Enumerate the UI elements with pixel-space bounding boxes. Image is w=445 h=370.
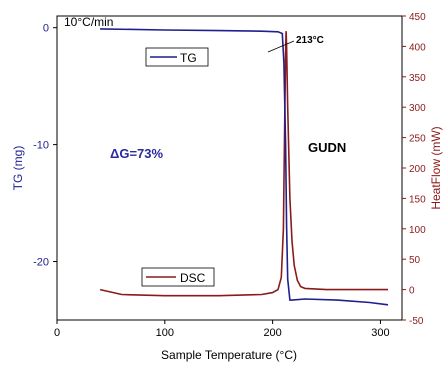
y-right-tick-label: 150 bbox=[409, 194, 426, 205]
x-axis-title: Sample Temperature (°C) bbox=[161, 348, 297, 362]
y-right-tick-label: 300 bbox=[409, 103, 426, 114]
y-right-axis-title: HeatFlow (mW) bbox=[429, 126, 443, 209]
y-right-tick-label: 400 bbox=[409, 42, 426, 53]
y-right-tick-label: 200 bbox=[409, 164, 426, 175]
rate-annotation: 10°C/min bbox=[64, 15, 113, 29]
series-dsc-line bbox=[99, 31, 388, 297]
y-right-tick-label: 50 bbox=[409, 255, 421, 266]
y-right-tick-label: 0 bbox=[409, 286, 415, 297]
x-axis-ticks: 0 100 200 300 bbox=[54, 320, 390, 339]
sample-label: GUDN bbox=[308, 140, 346, 155]
y-right-tick-label: 450 bbox=[409, 12, 426, 23]
y-right-axis-ticks: -50 0 50 100 150 200 250 300 350 400 450 bbox=[402, 12, 426, 327]
legend-tg: TG bbox=[145, 47, 209, 67]
x-tick-label: 200 bbox=[263, 327, 281, 339]
y-right-tick-label: 100 bbox=[409, 225, 426, 236]
plot-frame bbox=[56, 15, 403, 321]
y-left-axis-ticks: 0 -10 -20 bbox=[33, 23, 57, 269]
y-right-tick-label: 350 bbox=[409, 73, 426, 84]
peak-annotation-leader bbox=[267, 40, 295, 53]
mass-loss-annotation: ΔG=73% bbox=[110, 146, 164, 161]
peak-annotation: 213°C bbox=[296, 35, 324, 46]
y-left-axis-title: TG (mg) bbox=[11, 146, 25, 191]
y-left-tick-label: 0 bbox=[43, 23, 49, 35]
y-right-tick-label: -50 bbox=[409, 316, 424, 327]
x-tick-label: 300 bbox=[371, 327, 389, 339]
y-left-tick-label: -20 bbox=[33, 257, 49, 269]
x-tick-label: 100 bbox=[156, 327, 174, 339]
x-tick-label: 0 bbox=[54, 327, 60, 339]
legend-dsc-label: DSC bbox=[180, 271, 206, 285]
legend-dsc-box bbox=[141, 267, 215, 287]
legend-tg-label: TG bbox=[180, 51, 197, 65]
legend-dsc: DSC bbox=[141, 267, 215, 287]
y-right-tick-label: 250 bbox=[409, 134, 426, 145]
series-tg-line bbox=[100, 28, 389, 306]
y-left-tick-label: -10 bbox=[33, 140, 49, 152]
